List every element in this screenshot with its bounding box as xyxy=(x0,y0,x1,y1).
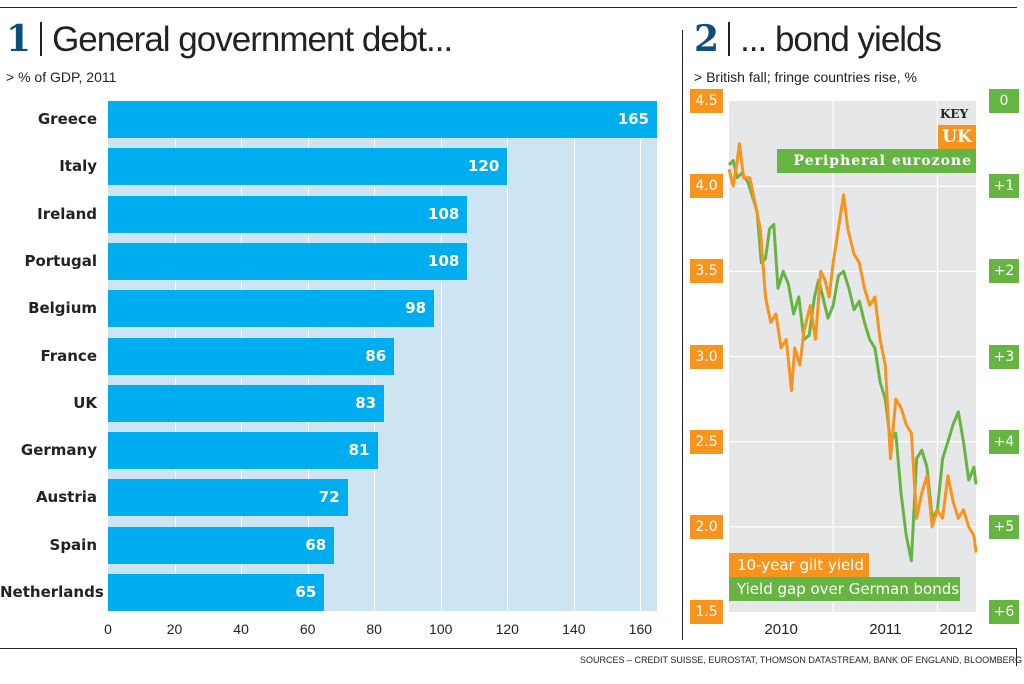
gridline xyxy=(507,101,509,611)
bar-greece: 165 xyxy=(108,101,657,138)
panel1-subtitle: > % of GDP, 2011 xyxy=(6,69,117,85)
right-axis-tick-label: 0 xyxy=(989,89,1019,113)
bar-value-label: 72 xyxy=(318,488,340,507)
bar-ireland: 108 xyxy=(108,195,468,233)
bottom-rule-end xyxy=(1016,648,1017,666)
left-axis-tick-label: 2.0 xyxy=(690,514,723,539)
gridline xyxy=(440,101,442,611)
sources-note: SOURCES – CREDIT SUISSE, EUROSTAT, THOMS… xyxy=(580,655,1023,665)
key-entry-peripheral-eurozone: Peripheral eurozone xyxy=(777,149,976,173)
bar-value-label: 65 xyxy=(295,583,317,601)
left-axis-tick-label: 1.5 xyxy=(690,600,723,624)
x-tick-label: 140 xyxy=(562,621,586,637)
year-tick-label: 2012 xyxy=(939,621,973,638)
title-separator xyxy=(728,22,731,56)
gridline xyxy=(573,101,575,611)
right-axis-tick-label: +1 xyxy=(989,174,1019,199)
bar-uk: 83 xyxy=(108,384,385,422)
category-label: Belgium xyxy=(28,299,97,318)
year-tick-label: 2010 xyxy=(764,621,798,638)
bar-italy: 120 xyxy=(108,148,508,186)
panel1-number: 1 xyxy=(6,18,31,60)
bar-value-label: 81 xyxy=(348,441,370,460)
bar-france: 86 xyxy=(108,337,395,375)
title-separator xyxy=(40,22,43,56)
x-tick-label: 20 xyxy=(166,621,183,637)
gridline xyxy=(640,101,642,611)
bar-spain: 68 xyxy=(108,526,335,564)
bar-belgium: 98 xyxy=(108,290,435,328)
bar-germany: 81 xyxy=(108,432,378,470)
x-tick-label: 120 xyxy=(495,621,519,637)
bottom-rule xyxy=(0,648,1017,649)
bar-value-label: 68 xyxy=(305,535,327,554)
category-label: Greece xyxy=(37,110,97,128)
legend-gilt-yield: 10-year gilt yield xyxy=(729,553,869,577)
bar-value-label: 120 xyxy=(467,157,500,176)
right-axis-tick-label: +3 xyxy=(989,344,1019,369)
bar-chart-plot-area: 165 120 108 108 98 86 83 81 72 68 65 xyxy=(108,101,657,611)
category-label: Spain xyxy=(49,535,97,554)
panel2-number: 2 xyxy=(694,18,719,60)
category-label: Netherlands xyxy=(0,583,104,601)
category-label: Ireland xyxy=(37,204,97,223)
right-axis-tick-label: +6 xyxy=(989,600,1019,624)
panel2-title: 2 ... bond yields xyxy=(694,18,942,60)
left-axis-tick-label: 4.5 xyxy=(690,89,723,113)
panel2-title-text: ... bond yields xyxy=(740,20,942,59)
bar-value-label: 83 xyxy=(355,393,377,412)
panel2-subtitle: > British fall; fringe countries rise, % xyxy=(694,69,917,85)
key-title: KEY xyxy=(940,107,969,121)
left-axis-tick-label: 3.5 xyxy=(690,259,723,284)
bar-value-label: 165 xyxy=(617,110,649,128)
legend-yield-gap: Yield gap over German bonds xyxy=(729,577,960,601)
category-label: Italy xyxy=(59,157,97,176)
category-label: Austria xyxy=(35,488,97,507)
bar-value-label: 86 xyxy=(365,346,387,365)
bar-value-label: 98 xyxy=(405,299,427,318)
x-tick-label: 80 xyxy=(366,621,382,637)
bar-portugal: 108 xyxy=(108,242,468,280)
bar-austria: 72 xyxy=(108,479,348,517)
right-axis-tick-label: +2 xyxy=(989,259,1019,284)
series-uk-gilt-yield xyxy=(727,142,978,553)
panel1-title-text: General government debt... xyxy=(52,20,453,59)
left-axis-tick-label: 4.0 xyxy=(690,174,723,199)
category-label: France xyxy=(40,346,97,365)
bar-netherlands: 65 xyxy=(108,574,325,611)
panel-divider xyxy=(682,30,683,640)
bar-value-label: 108 xyxy=(428,251,460,270)
left-axis-tick-label: 3.0 xyxy=(690,344,723,369)
year-tick-label: 2011 xyxy=(869,621,902,638)
x-tick-label: 40 xyxy=(233,621,249,637)
x-tick-label: 160 xyxy=(628,621,653,637)
category-label: UK xyxy=(73,393,97,412)
category-label: Portugal xyxy=(24,251,97,270)
top-rule xyxy=(0,7,1017,8)
x-tick-label: 60 xyxy=(299,621,316,637)
bar-value-label: 108 xyxy=(428,204,460,223)
left-axis-tick-label: 2.5 xyxy=(690,429,723,454)
x-tick-label: 100 xyxy=(429,621,453,637)
right-axis-tick-label: +5 xyxy=(989,514,1019,539)
category-label: Germany xyxy=(20,441,97,460)
x-tick-label: 0 xyxy=(104,621,112,637)
right-axis-tick-label: +4 xyxy=(989,429,1019,454)
panel1-title: 1 General government debt... xyxy=(6,18,453,60)
key-entry-uk: UK xyxy=(938,125,976,149)
